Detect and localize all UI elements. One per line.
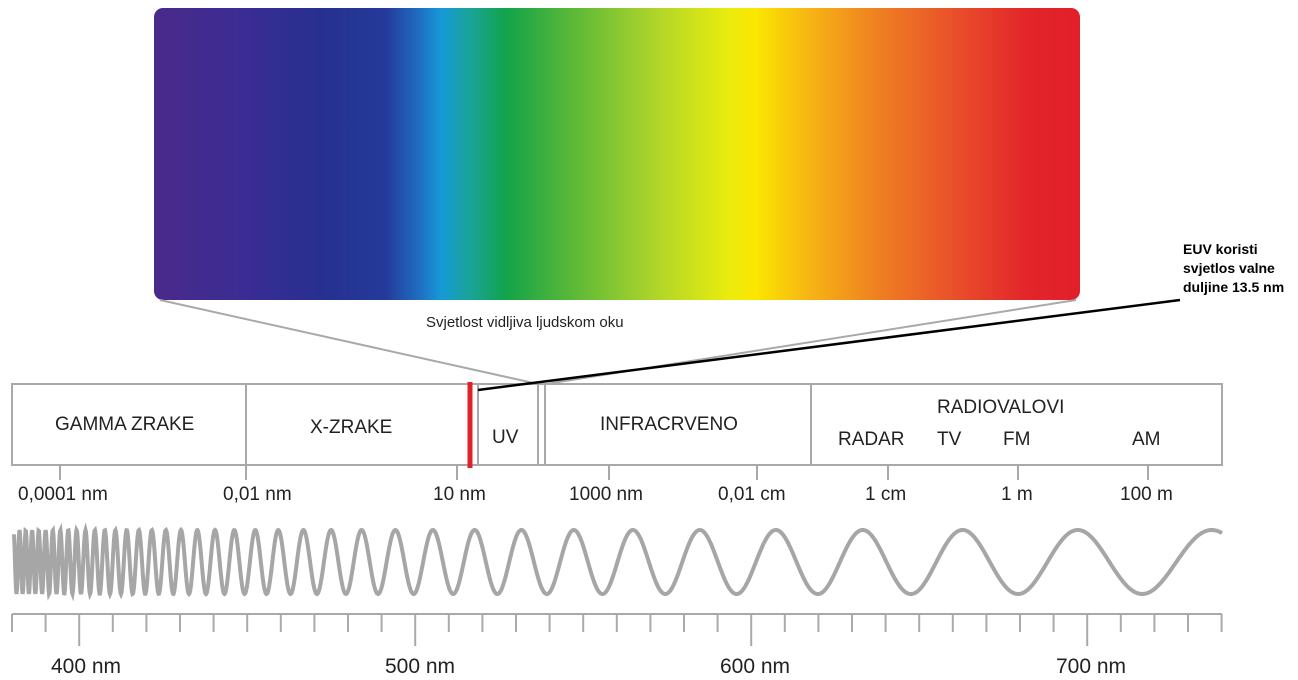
visible-scale-label: 700 nm xyxy=(1056,655,1127,678)
euv-note-line-1: EUV koristi xyxy=(1183,241,1258,257)
scale-label: 1 m xyxy=(1001,484,1033,505)
euv-note: EUV koristi svjetlos valne duljine 13.5 … xyxy=(1183,240,1284,297)
band-label-gamma: GAMMA ZRAKE xyxy=(55,414,195,435)
band-label-xray: X-ZRAKE xyxy=(310,417,393,438)
visible-spectrum-bar xyxy=(154,8,1080,300)
band-box xyxy=(11,383,1223,466)
scale-label: 100 m xyxy=(1120,484,1173,505)
radio-sub-radar: RADAR xyxy=(838,429,905,450)
visible-scale-label: 600 nm xyxy=(720,655,791,678)
scale-label: 0,01 nm xyxy=(223,484,292,505)
scale-label: 0,01 cm xyxy=(718,484,786,505)
radio-sub-am: AM xyxy=(1132,429,1161,450)
visible-light-label: Svjetlost vidljiva ljudskom oku xyxy=(426,314,624,331)
scale-label: 1 cm xyxy=(865,484,907,505)
visible-scale-label: 500 nm xyxy=(385,655,456,678)
euv-note-line-2: svjetlos valne xyxy=(1183,260,1275,276)
radio-sub-fm: FM xyxy=(1003,429,1031,450)
scale-label: 1000 nm xyxy=(569,484,643,505)
projection-line-left xyxy=(159,299,539,385)
visible-ruler-ticks xyxy=(11,614,1223,646)
band-label-radio: RADIOVALOVI xyxy=(937,397,1065,418)
em-wave xyxy=(12,522,1224,602)
radio-sub-tv: TV xyxy=(937,429,962,450)
scale-label: 10 nm xyxy=(433,484,486,505)
euv-note-line-3: duljine 13.5 nm xyxy=(1183,279,1285,295)
euv-pointer-line xyxy=(477,298,1181,392)
band-label-uv: UV xyxy=(492,427,519,448)
wavelength-scale-ticks xyxy=(59,465,1149,480)
band-label-infrared: INFRACRVENO xyxy=(600,414,738,435)
visible-scale-label: 400 nm xyxy=(51,655,122,678)
scale-label: 0,0001 nm xyxy=(18,484,108,505)
